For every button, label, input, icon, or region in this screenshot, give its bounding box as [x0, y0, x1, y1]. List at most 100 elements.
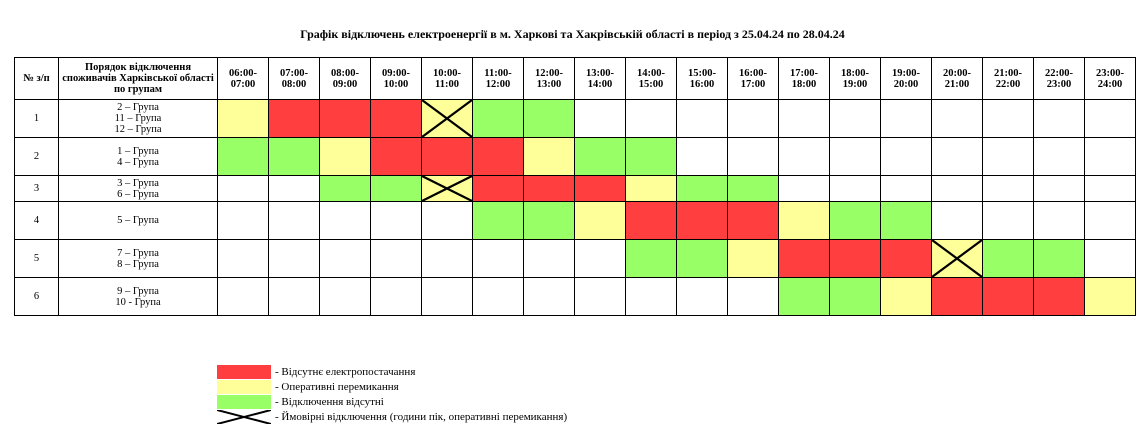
hour-cell-no-outage [625, 239, 677, 278]
hour-cell-empty [778, 175, 830, 202]
hour-cell-empty [370, 277, 422, 316]
hour-cell-empty [829, 175, 881, 202]
hour-cell-empty [931, 201, 983, 240]
hour-from: 06:00- [229, 67, 257, 79]
hour-from: 20:00- [943, 67, 971, 79]
hour-cell-outage [931, 277, 983, 316]
hour-cell-outage [778, 239, 830, 278]
hour-cell-empty [1033, 201, 1085, 240]
hour-to: 08:00 [281, 78, 307, 90]
hour-to: 17:00 [740, 78, 766, 90]
legend-swatch [217, 395, 271, 409]
hour-from: 22:00- [1045, 67, 1073, 79]
group-label: 7 – Група [117, 247, 159, 259]
legend-label: - Оперативні перемикання [275, 381, 399, 393]
hour-from: 23:00- [1096, 67, 1124, 79]
row-number: 1 [14, 99, 59, 138]
hour-cell-probable-outage [931, 239, 983, 278]
hour-from: 12:00- [535, 67, 563, 79]
group-label: 2 – Група [117, 102, 159, 113]
hour-cell-no-outage [319, 175, 371, 202]
hour-from: 13:00- [586, 67, 614, 79]
hour-cell-outage [472, 137, 524, 176]
hour-cell-probable-outage [421, 175, 473, 202]
hour-cell-empty [982, 201, 1034, 240]
legend-swatch [217, 365, 271, 379]
legend-cross-icon [217, 410, 271, 424]
hour-cell-no-outage [778, 277, 830, 316]
hour-cell-empty [268, 277, 320, 316]
hour-from: 11:00- [484, 67, 512, 79]
hour-cell-switching [217, 99, 269, 138]
hour-cell-outage [625, 201, 677, 240]
hour-cell-empty [829, 137, 881, 176]
cross-mark-icon [932, 240, 982, 277]
hour-to: 10:00 [383, 78, 409, 90]
legend-label: - Відключення відсутні [275, 396, 384, 408]
hour-cell-empty [217, 175, 269, 202]
group-label: 6 – Група [117, 188, 159, 200]
hour-cell-probable-outage [421, 99, 473, 138]
group-label: 11 – Група [114, 113, 162, 124]
schedule-title: Графік відключень електроенергії в м. Ха… [300, 27, 845, 41]
hour-to: 15:00 [638, 78, 664, 90]
row-groups: 2 – Група 11 – Група 12 – Група [58, 99, 218, 138]
hour-to: 22:00 [995, 78, 1021, 90]
hour-to: 20:00 [893, 78, 919, 90]
hour-cell-empty [574, 239, 626, 278]
hour-cell-switching [778, 201, 830, 240]
hour-cell-empty [472, 277, 524, 316]
outage-schedule-table: № з/п Порядок відключення споживачів Хар… [14, 57, 1136, 316]
header-hour: 17:00- 18:00 [778, 57, 830, 100]
row-number: 5 [14, 239, 59, 278]
hour-cell-empty [1084, 99, 1136, 138]
hour-cell-empty [319, 239, 371, 278]
header-hour: 07:00- 08:00 [268, 57, 320, 100]
hour-to: 19:00 [842, 78, 868, 90]
hour-cell-switching [523, 137, 575, 176]
hour-cell-outage [319, 99, 371, 138]
row-groups: 5 – Група [58, 201, 218, 240]
hour-cell-empty [1033, 99, 1085, 138]
hour-cell-empty [982, 175, 1034, 202]
hour-cell-empty [982, 99, 1034, 138]
legend-label: - Відсутнє електропостачання [275, 366, 416, 378]
header-number: № з/п [14, 57, 59, 100]
hour-cell-outage [829, 239, 881, 278]
hour-cell-outage [727, 201, 779, 240]
hour-cell-empty [931, 175, 983, 202]
group-label: 12 – Група [114, 124, 162, 135]
header-hour: 20:00- 21:00 [931, 57, 983, 100]
hour-to: 12:00 [485, 78, 511, 90]
hour-cell-outage [370, 137, 422, 176]
header-hour: 16:00- 17:00 [727, 57, 779, 100]
hour-cell-no-outage [982, 239, 1034, 278]
hour-cell-no-outage [676, 175, 728, 202]
hour-cell-empty [727, 137, 779, 176]
hour-from: 21:00- [994, 67, 1022, 79]
hour-cell-empty [574, 99, 626, 138]
header-hour: 19:00- 20:00 [880, 57, 932, 100]
hour-cell-empty [574, 277, 626, 316]
hour-cell-empty [676, 137, 728, 176]
hour-cell-outage [982, 277, 1034, 316]
hour-cell-outage [880, 239, 932, 278]
hour-cell-empty [1084, 201, 1136, 240]
hour-cell-no-outage [676, 239, 728, 278]
header-hour: 10:00- 11:00 [421, 57, 473, 100]
hour-cell-empty [1033, 137, 1085, 176]
hour-cell-outage [421, 137, 473, 176]
hour-from: 08:00- [331, 67, 359, 79]
hour-to: 11:00 [435, 78, 459, 90]
hour-cell-empty [880, 175, 932, 202]
header-hour: 09:00- 10:00 [370, 57, 422, 100]
hour-from: 18:00- [841, 67, 869, 79]
hour-from: 19:00- [892, 67, 920, 79]
row-groups: 9 – Група 10 - Група [58, 277, 218, 316]
hour-to: 18:00 [791, 78, 817, 90]
group-label: 5 – Група [117, 215, 159, 226]
hour-cell-empty [523, 239, 575, 278]
group-label: 4 – Група [117, 156, 159, 168]
